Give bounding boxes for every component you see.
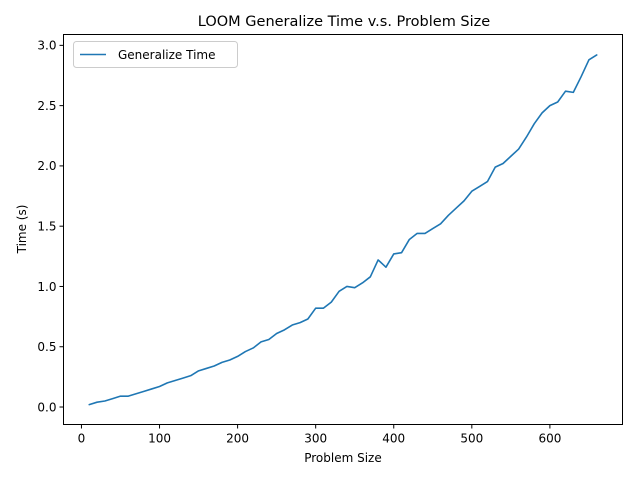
plot-area [63,34,623,425]
legend: Generalize Time [73,41,238,68]
x-axis-ticks: 0 100 200 300 400 500 600 [78,424,561,446]
y-axis-ticks: 0.0 0.5 1.0 1.5 2.0 2.5 3.0 [37,39,64,414]
y-tick-label: 3.0 [37,39,56,53]
x-axis-label: Problem Size [304,451,382,465]
y-tick-label: 1.5 [37,219,56,233]
chart-title: LOOM Generalize Time v.s. Problem Size [198,14,490,30]
legend-label: Generalize Time [118,48,216,62]
y-tick-label: 0.0 [37,400,56,414]
x-tick-label: 200 [226,432,249,446]
x-tick-label: 400 [382,432,405,446]
axes-frame [63,34,623,425]
x-tick-label: 500 [460,432,483,446]
x-tick-label: 0 [78,432,86,446]
series-line-generalize-time [88,54,598,406]
y-tick-label: 2.5 [37,99,56,113]
y-axis-label: Time (s) [15,205,29,255]
x-tick-label: 600 [538,432,561,446]
y-tick-label: 1.0 [37,280,56,294]
x-tick-label: 300 [304,432,327,446]
y-tick-label: 0.5 [37,340,56,354]
y-tick-label: 2.0 [37,159,56,173]
legend-box [73,41,238,68]
x-tick-label: 100 [148,432,171,446]
